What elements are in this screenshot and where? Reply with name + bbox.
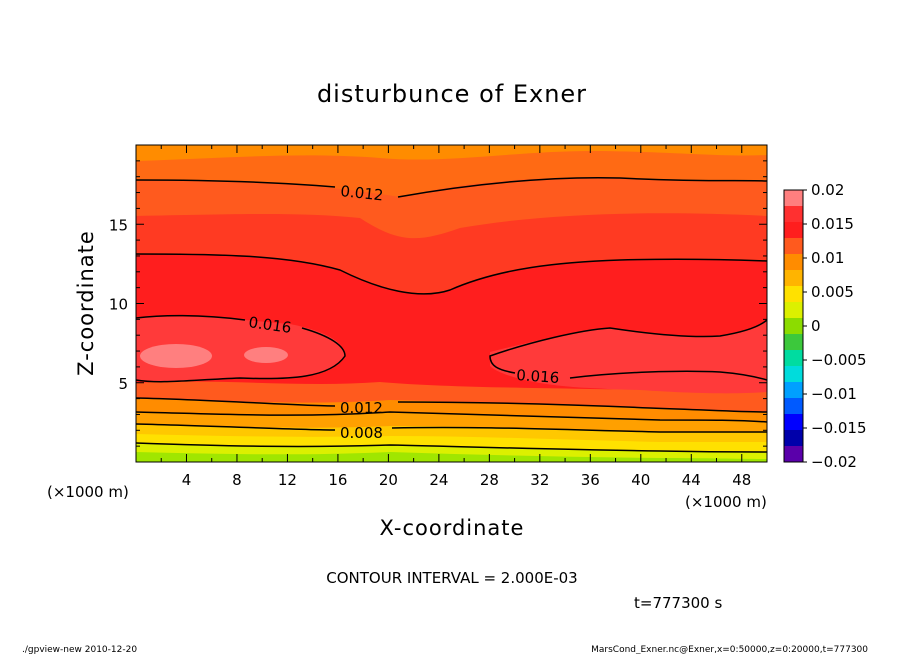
colorbar-tick-label: −0.005 <box>811 351 867 369</box>
x-axis-label: X-coordinate <box>380 516 525 540</box>
colorbar-swatch <box>784 270 803 287</box>
colorbar-swatch <box>784 302 803 319</box>
colorbar-tick-label: −0.01 <box>811 385 857 403</box>
chart-title: disturbunce of Exner <box>317 80 587 108</box>
contour-lines <box>136 176 767 453</box>
x-tick-label: 20 <box>379 471 398 489</box>
x-tick-label: 4 <box>182 471 192 489</box>
x-tick-label: 44 <box>682 471 701 489</box>
colorbar-swatch <box>784 334 803 351</box>
time-label: t=777300 s <box>634 594 722 612</box>
colorbar: 0.02 0.015 0.01 0.005 0 −0.005 −0.01 −0.015 −0.0… <box>783 181 867 471</box>
x-tick-label: 8 <box>232 471 242 489</box>
colorbar-ticks: 0.02 0.015 0.01 0.005 0 −0.005 −0.01 −0.015 −0.0… <box>803 181 867 471</box>
colorbar-swatch <box>784 286 803 303</box>
x-tick-label: 12 <box>278 471 297 489</box>
colorbar-swatch <box>784 222 803 239</box>
colorbar-tick-label: 0 <box>811 317 821 335</box>
contour-label-0.016-right: 0.016 <box>516 366 560 387</box>
colorbar-tick-label: 0.02 <box>811 181 844 199</box>
colorbar-swatch <box>784 398 803 415</box>
y-tick-label: 15 <box>109 216 128 234</box>
colorbar-tick-label: 0.015 <box>811 215 854 233</box>
contour-label-0.012-bottom: 0.012 <box>340 399 383 417</box>
colorbar-tick-label: −0.02 <box>811 453 857 471</box>
colorbar-swatches <box>784 190 803 463</box>
x-tick-label: 36 <box>581 471 600 489</box>
y-axis: 5 10 15 <box>109 160 767 447</box>
colorbar-swatch <box>784 366 803 383</box>
contour-label-0.016-left: 0.016 <box>247 313 292 337</box>
x-unit-label: (×1000 m) <box>685 493 767 511</box>
colorbar-swatch <box>784 206 803 223</box>
colorbar-swatch <box>784 318 803 335</box>
contour-label-0.012-top: 0.012 <box>340 182 385 204</box>
colorbar-tick-label: 0.01 <box>811 249 844 267</box>
colorbar-swatch <box>784 254 803 271</box>
x-tick-label: 24 <box>429 471 448 489</box>
y-tick-label: 5 <box>118 375 128 393</box>
colorbar-tick-label: −0.015 <box>811 419 867 437</box>
x-tick-label: 48 <box>732 471 751 489</box>
colorbar-tick-label: 0.005 <box>811 283 854 301</box>
x-axis: 4 8 12 16 20 24 28 32 36 40 44 48 <box>160 145 751 489</box>
colorbar-swatch <box>784 382 803 399</box>
x-tick-label: 40 <box>631 471 650 489</box>
contour-field <box>136 145 767 462</box>
contour-interval-note: CONTOUR INTERVAL = 2.000E-03 <box>326 569 577 587</box>
colorbar-swatch <box>784 350 803 367</box>
contour-label-0.008: 0.008 <box>340 424 383 442</box>
footer-right: MarsCond_Exner.nc@Exner,x=0:50000,z=0:20… <box>591 645 868 654</box>
colorbar-swatch <box>784 414 803 431</box>
colorbar-swatch <box>784 446 803 463</box>
colorbar-swatch <box>784 190 803 207</box>
colorbar-swatch <box>784 238 803 255</box>
y-axis-label: Z-coordinate <box>74 230 98 376</box>
x-tick-label: 28 <box>480 471 499 489</box>
colorbar-swatch <box>784 430 803 447</box>
y-unit-label: (×1000 m) <box>47 483 129 501</box>
footer-left: ./gpview-new 2010-12-20 <box>22 645 137 654</box>
x-tick-label: 32 <box>530 471 549 489</box>
y-tick-label: 10 <box>109 296 128 314</box>
x-tick-label: 16 <box>328 471 347 489</box>
